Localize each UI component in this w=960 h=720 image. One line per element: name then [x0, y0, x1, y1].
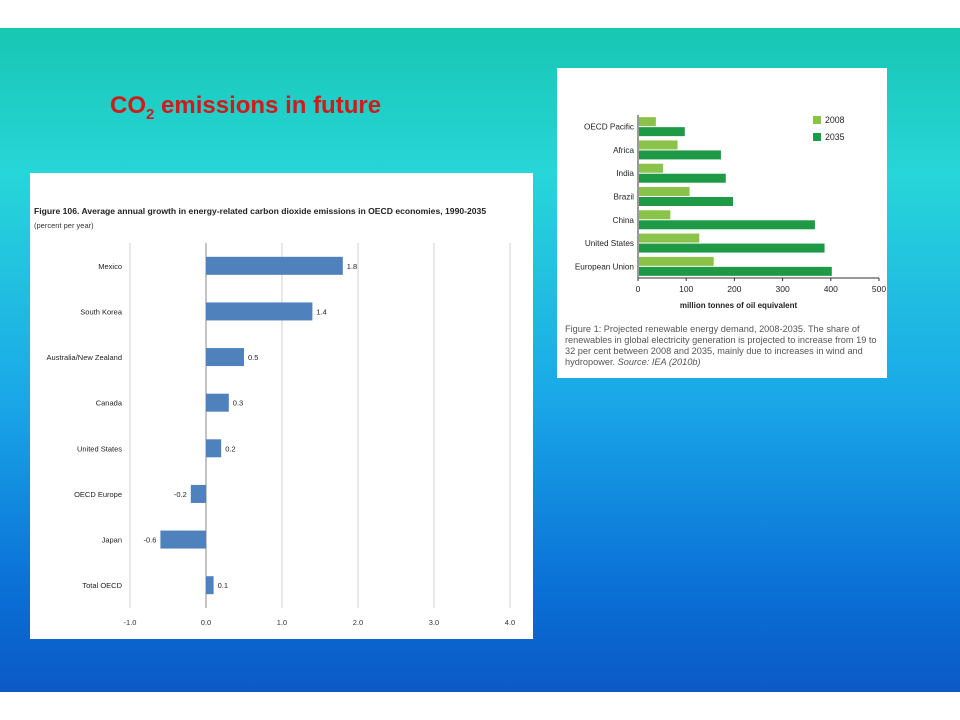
bar-2035 [639, 243, 825, 253]
bar-2008 [639, 210, 671, 220]
bar [206, 256, 343, 275]
caption-source: Source: IEA (2010b) [617, 357, 701, 367]
category-label: Mexico [98, 262, 122, 271]
bar [190, 484, 206, 503]
x-tick-label: 300 [776, 284, 790, 294]
category-label: Brazil [614, 193, 635, 202]
bar-2008 [639, 163, 664, 173]
x-tick-label: 2.0 [353, 618, 363, 627]
bar [206, 576, 214, 595]
data-label: 0.2 [225, 444, 235, 453]
bar-2035 [639, 173, 726, 183]
data-label: 0.3 [233, 399, 243, 408]
category-label: OECD Pacific [584, 123, 634, 132]
bar [160, 530, 206, 549]
category-label: Canada [96, 399, 123, 408]
bar-2008 [639, 233, 700, 243]
bar-2035 [639, 197, 733, 206]
bar [206, 348, 244, 367]
category-label: Japan [102, 536, 122, 545]
x-tick-label: 100 [679, 284, 693, 294]
bar [206, 393, 229, 412]
bar-2008 [639, 117, 656, 127]
bar-2035 [639, 150, 721, 160]
data-label: -0.2 [174, 490, 187, 499]
oecd-emissions-chart: Figure 106. Average annual growth in ene… [34, 206, 515, 627]
category-label: Total OECD [82, 581, 122, 590]
legend-swatch [813, 116, 821, 124]
x-tick-label: -1.0 [124, 618, 137, 627]
figure-caption: Figure 1: Projected renewable energy dem… [565, 324, 881, 368]
category-label: OECD Europe [74, 490, 122, 499]
x-tick-label: 500 [872, 284, 886, 294]
x-tick-label: 4.0 [505, 618, 515, 627]
legend-label: 2035 [825, 132, 845, 142]
bar-2008 [639, 256, 714, 266]
bar-2008 [639, 187, 690, 196]
category-label: United States [585, 239, 634, 248]
bar [206, 439, 222, 458]
data-label: 0.5 [248, 353, 258, 362]
data-label: 1.4 [316, 307, 326, 316]
category-label: European Union [575, 262, 635, 271]
renewable-demand-chart-panel: 0 100 200 300 400 500 million tonnes of oil eq… [557, 68, 887, 378]
category-label: Africa [613, 146, 634, 155]
x-tick-label: 0 [636, 284, 641, 294]
legend-label: 2008 [825, 115, 845, 125]
data-label: 0.1 [218, 581, 228, 590]
oecd-emissions-chart-panel: Figure 106. Average annual growth in ene… [30, 173, 533, 639]
x-tick-label: 3.0 [429, 618, 439, 627]
category-label: India [616, 169, 634, 178]
slide-title: CO2 emissions in future [110, 92, 382, 123]
renewable-demand-chart: 0 100 200 300 400 500 million tonnes of oil eq… [575, 115, 886, 310]
x-axis-title: million tonnes of oil equivalent [680, 301, 798, 310]
caption-text: Figure 1: Projected renewable energy dem… [565, 324, 877, 367]
legend-swatch [813, 133, 821, 141]
bar-2035 [639, 266, 832, 276]
category-label: South Korea [80, 307, 123, 316]
x-tick-label: 1.0 [277, 618, 287, 627]
category-label: Australia/New Zealand [47, 353, 122, 362]
bar-2008 [639, 140, 678, 150]
bar-2035 [639, 127, 685, 137]
x-tick-label: 400 [824, 284, 838, 294]
x-tick-label: 200 [727, 284, 741, 294]
chart-title: Figure 106. Average annual growth in ene… [34, 206, 486, 216]
bar-2035 [639, 220, 815, 230]
data-label: 1.8 [347, 262, 357, 271]
chart-subtitle: (percent per year) [34, 221, 94, 230]
category-label: United States [77, 444, 122, 453]
category-label: China [613, 216, 635, 225]
data-label: -0.6 [143, 536, 156, 545]
bar [206, 302, 313, 321]
x-tick-label: 0.0 [201, 618, 211, 627]
